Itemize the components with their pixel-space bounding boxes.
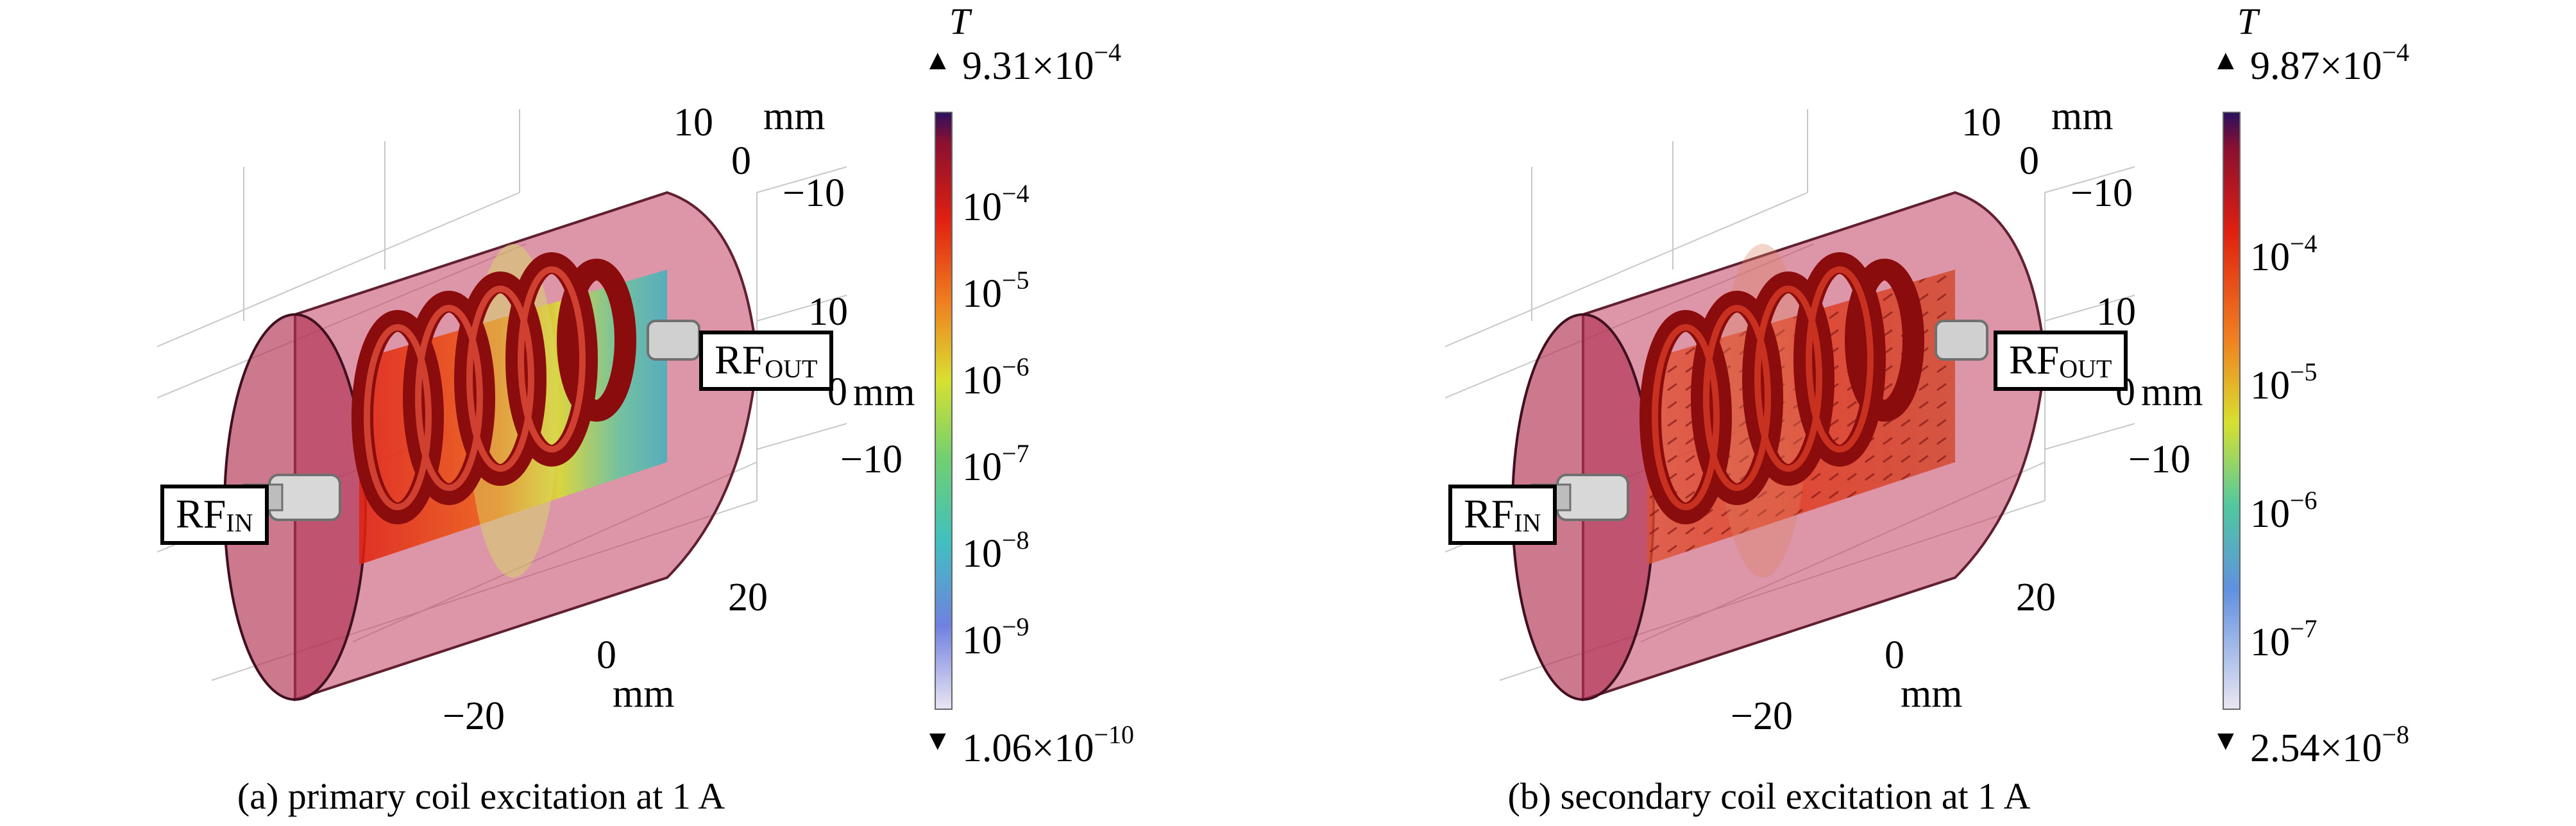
caption-a: (a) primary coil excitation at 1 A	[237, 775, 725, 817]
right-unit: mm	[2141, 370, 2203, 414]
panel-b: 10 mm 0 −10 10 0 mm −10 20 0 mm −20 RFIN…	[1288, 0, 2576, 826]
colorbar-tick: 10−5	[2250, 357, 2318, 408]
top-tick-3: −10	[2071, 171, 2133, 215]
colorbar-tick: 10−6	[2250, 486, 2318, 536]
rf-out-label: RFOUT	[699, 331, 833, 391]
caption-b: (b) secondary coil excitation at 1 A	[1507, 775, 2031, 817]
colorbar-min: 2.54×10−8	[2250, 720, 2410, 770]
bottom-tick-2: 0	[597, 633, 616, 677]
min-arrow-icon: ▼	[924, 725, 952, 756]
colorbar-tick: 10−4	[2250, 229, 2318, 279]
colorbar-max: 9.87×10−4	[2250, 38, 2410, 88]
colorbar-tick: 10−9	[962, 612, 1030, 662]
min-arrow-icon: ▼	[2212, 725, 2240, 756]
helical-coil	[1640, 252, 1924, 524]
colorbar-tick: 10−7	[2250, 614, 2318, 664]
panel-a: 10 mm 0 −10 10 0 mm −10 20 0 mm −20 RFIN…	[157, 1, 1135, 817]
bottom-unit: mm	[1901, 672, 1963, 716]
colorbar-b	[2223, 112, 2241, 710]
colorbar-tick: 10−5	[962, 266, 1030, 316]
rf-out-connector	[1935, 320, 1988, 361]
rf-in-label: RFIN	[1448, 485, 1557, 545]
right-tick-3: −10	[840, 438, 902, 481]
bottom-tick-3: −20	[1731, 694, 1793, 738]
cavity-render-a	[157, 109, 953, 710]
colorbar-max: 9.31×10−4	[962, 38, 1122, 88]
colorbar-min: 1.06×10−10	[962, 720, 1135, 770]
colorbar-unit: T	[949, 1, 970, 42]
bottom-unit: mm	[613, 672, 675, 716]
right-tick-1: 10	[2096, 290, 2136, 334]
bottom-tick-1: 20	[728, 576, 768, 619]
max-arrow-icon: ▲	[924, 44, 952, 76]
rf-in-label: RFIN	[160, 485, 269, 545]
right-tick-3: −10	[2128, 438, 2190, 481]
colorbar-unit: T	[2237, 1, 2258, 42]
max-arrow-icon: ▲	[2212, 44, 2240, 76]
bottom-tick-1: 20	[2016, 576, 2056, 619]
colorbar-a	[935, 112, 953, 710]
colorbar-tick: 10−8	[962, 526, 1030, 576]
rf-out-label: RFOUT	[1994, 331, 2128, 391]
helical-coil	[352, 252, 636, 524]
cavity-render-b	[1445, 109, 2241, 710]
colorbar-tick: 10−7	[962, 439, 1030, 489]
top-tick-2: 0	[2019, 139, 2039, 183]
top-tick-2: 0	[731, 139, 751, 183]
bottom-tick-2: 0	[1885, 633, 1904, 677]
right-unit: mm	[853, 370, 915, 414]
colorbar-tick: 10−4	[962, 179, 1030, 229]
bottom-tick-3: −20	[443, 694, 505, 738]
rf-out-connector	[647, 320, 700, 361]
top-tick-1: 10	[1962, 101, 2001, 144]
top-unit: mm	[2051, 94, 2114, 138]
top-unit: mm	[763, 94, 826, 138]
top-tick-3: −10	[783, 171, 845, 215]
colorbar-tick: 10−6	[962, 352, 1030, 402]
top-tick-1: 10	[674, 101, 713, 144]
right-tick-1: 10	[808, 290, 848, 334]
